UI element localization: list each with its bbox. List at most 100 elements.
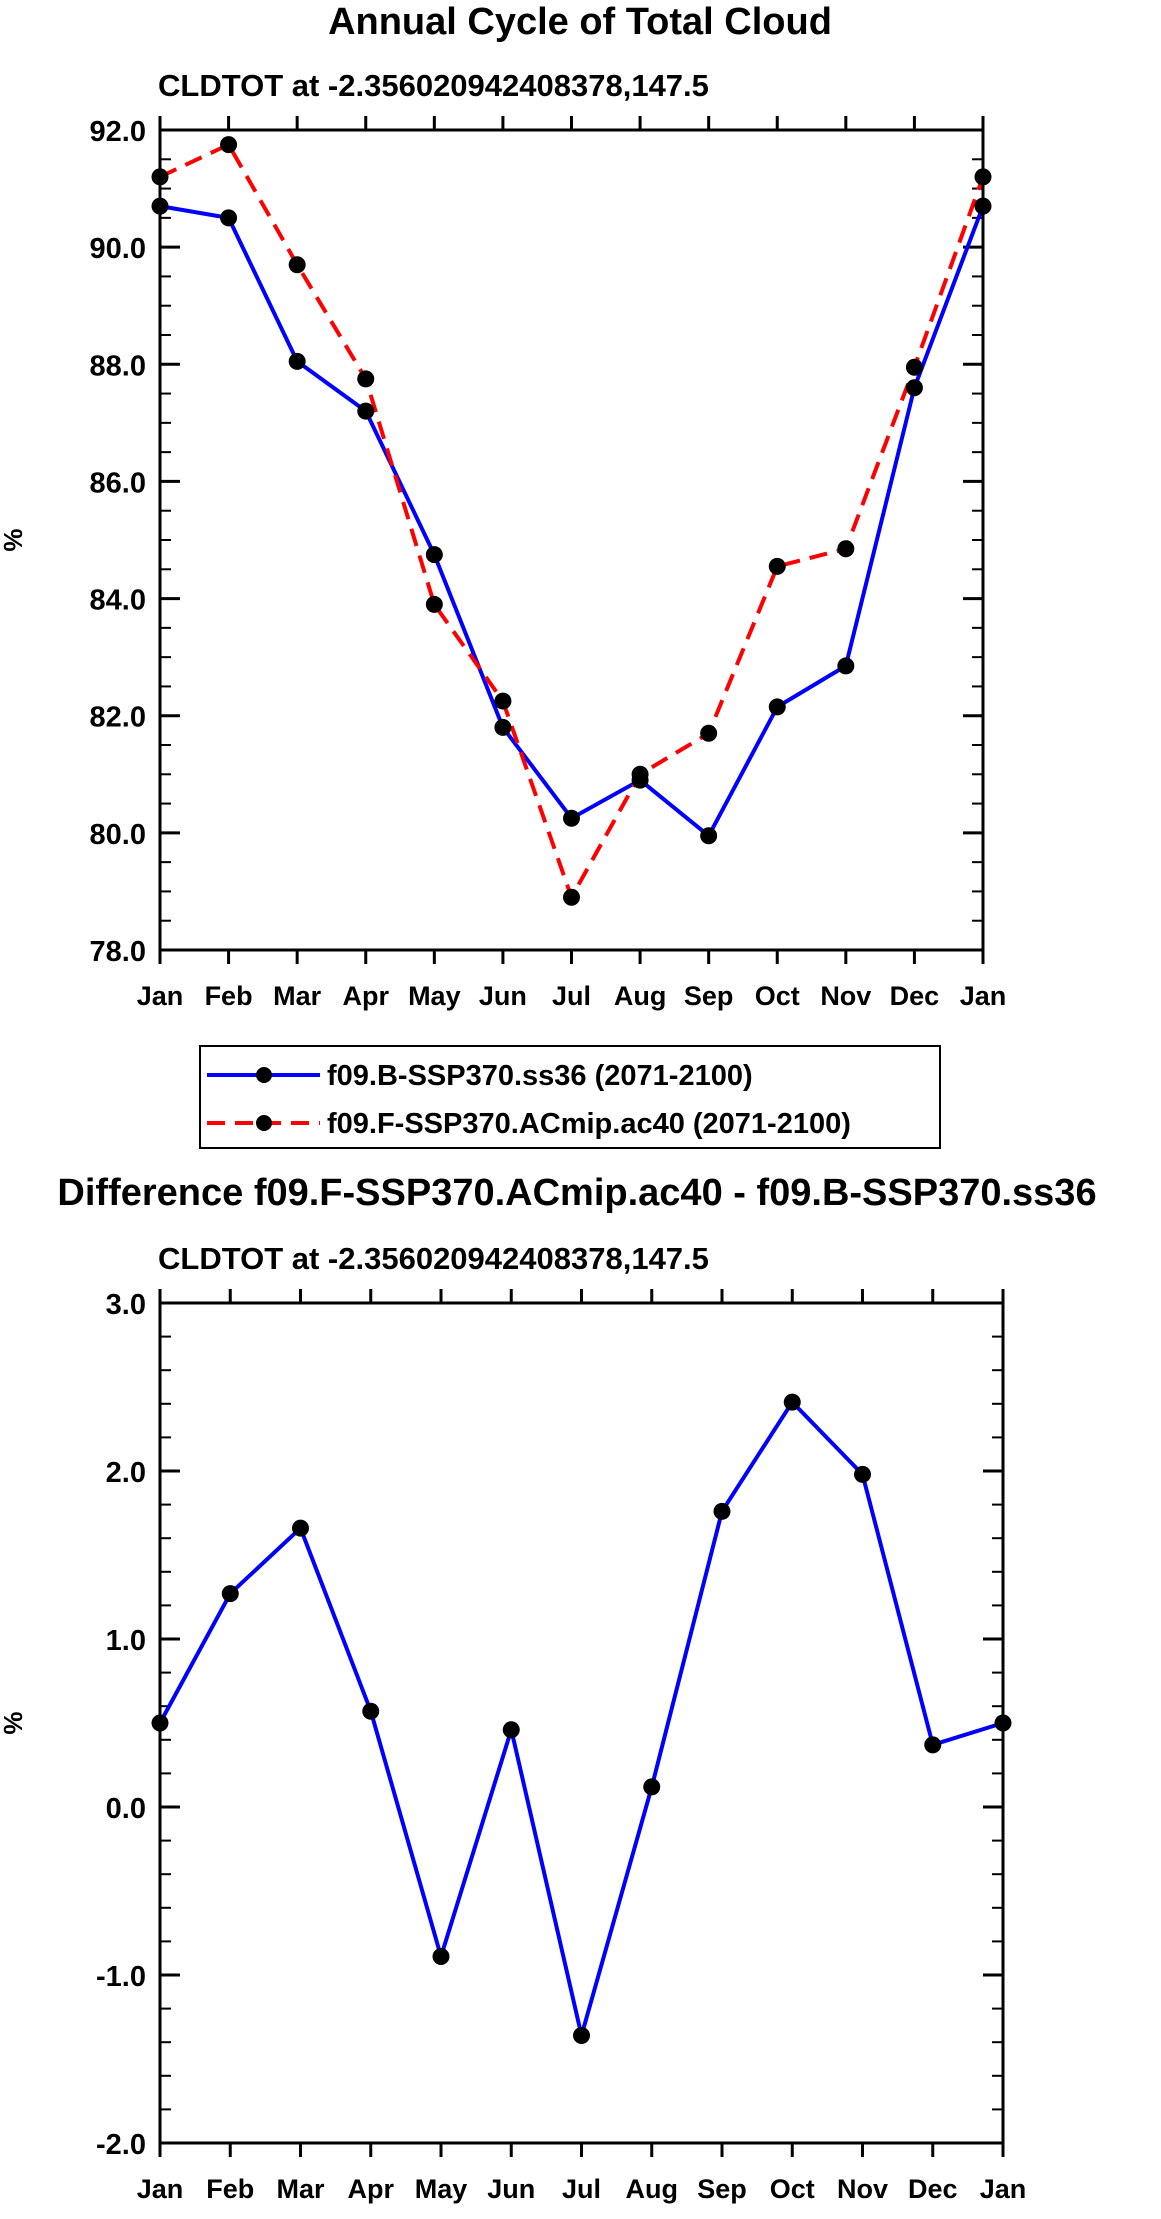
chart-subtitle: CLDTOT at -2.356020942408378,147.5: [158, 68, 709, 103]
y-tick-label: 84.0: [90, 585, 146, 617]
x-tick-label: Mar: [276, 2174, 325, 2204]
x-tick-label: Jan: [960, 981, 1007, 1011]
x-tick-label: Jan: [137, 981, 184, 1011]
data-point-series-1: [502, 1721, 520, 1739]
plot-frame: [158, 1301, 1005, 2145]
x-tick-label: Jun: [479, 981, 527, 1011]
y-tick-label: -1.0: [96, 1961, 146, 1993]
y-tick-label: 1.0: [106, 1625, 146, 1657]
data-point-series-1: [494, 718, 512, 736]
data-point-series-2: [494, 692, 512, 710]
data-point-series-1: [151, 1714, 169, 1732]
x-tick-label: May: [408, 981, 461, 1011]
x-tick-label: Feb: [206, 2174, 254, 2204]
x-tick-label: Aug: [626, 2174, 678, 2204]
series-layer: [151, 136, 992, 906]
data-point-series-1: [573, 2026, 590, 2044]
x-tick-label: Jul: [562, 2174, 601, 2204]
data-point-series-1: [905, 379, 923, 397]
legend-label-series-1: f09.B-SSP370.ss36 (2071-2100): [327, 1060, 753, 1092]
x-tick-label: Sep: [684, 981, 734, 1011]
data-point-series-2: [905, 358, 923, 376]
y-tick-label: 2.0: [106, 1457, 146, 1489]
data-point-series-2: [837, 540, 855, 558]
x-tick-label: Jan: [980, 2174, 1027, 2204]
chart-title: Annual Cycle of Total Cloud: [328, 1, 832, 43]
data-point-series-2: [425, 595, 443, 613]
x-tick-label: Jan: [137, 2174, 184, 2204]
x-tick-label: Aug: [614, 981, 666, 1011]
y-axis-label: %: [0, 528, 28, 551]
y-tick-label: 3.0: [106, 1289, 146, 1321]
data-point-series-1: [783, 1393, 801, 1411]
data-point-series-2: [288, 256, 306, 274]
x-tick-label: Mar: [273, 981, 322, 1011]
y-tick-labels: 78.0 80.0 82.0 84.0 86.0 88.0 90.0 92.0: [90, 116, 146, 968]
x-tick-label: Feb: [205, 981, 253, 1011]
y-tick-label: 88.0: [90, 350, 146, 382]
x-tick-label: May: [415, 2174, 468, 2204]
data-point-series-1: [994, 1714, 1012, 1732]
data-point-series-2: [974, 168, 992, 186]
data-point-series-2: [631, 765, 649, 783]
y-tick-label: 80.0: [90, 819, 146, 851]
data-point-series-1: [768, 698, 786, 716]
data-point-series-1: [837, 657, 855, 675]
y-tick-label: 0.0: [106, 1793, 146, 1825]
y-tick-labels: -2.0 -1.0 0.0 1.0 2.0 3.0: [96, 1289, 146, 2161]
chart-subtitle: CLDTOT at -2.356020942408378,147.5: [158, 1241, 709, 1276]
plot-frame: [158, 128, 985, 952]
legend-marker-series-1: [256, 1067, 272, 1083]
legend-label-series-2: f09.F-SSP370.ACmip.ac40 (2071-2100): [327, 1108, 851, 1140]
data-point-series-2: [768, 557, 786, 575]
x-tick-label: Oct: [770, 2174, 815, 2204]
axis-ticks: [158, 116, 985, 964]
data-point-series-1: [357, 402, 375, 420]
data-point-series-1: [220, 209, 238, 227]
data-point-series-1: [292, 1519, 309, 1537]
y-tick-label: 78.0: [90, 936, 146, 968]
series-layer: [151, 1393, 1012, 2044]
series-line-1: [158, 1400, 1004, 2038]
x-tick-labels: Jan Feb Mar Apr May Jun Jul Aug Sep Oct Nov Dec Jan: [137, 981, 1007, 1011]
data-point-series-1: [643, 1778, 661, 1796]
data-point-series-1: [974, 197, 992, 215]
series-line-2: [159, 142, 985, 900]
data-point-series-1: [288, 352, 306, 370]
annual-cycle-chart: Annual Cycle of Total Cloud CLDTOT at -2…: [0, 1, 1006, 1011]
data-point-series-1: [563, 809, 580, 827]
x-tick-label: Nov: [837, 2174, 888, 2204]
legend-marker-series-2: [256, 1115, 272, 1131]
data-point-series-2: [357, 370, 375, 388]
chart-title: Difference f09.F-SSP370.ACmip.ac40 - f09…: [57, 1172, 1096, 1214]
x-tick-label: Apr: [343, 981, 390, 1011]
y-tick-label: 90.0: [90, 233, 146, 265]
data-point-series-1: [924, 1736, 942, 1754]
data-point-series-1: [432, 1948, 450, 1966]
data-point-series-1: [362, 1702, 380, 1720]
y-axis-label: %: [0, 1711, 28, 1734]
x-tick-label: Apr: [348, 2174, 395, 2204]
x-tick-label: Dec: [908, 2174, 958, 2204]
x-tick-labels: Jan Feb Mar Apr May Jun Jul Aug Sep Oct Nov Dec Jan: [137, 2174, 1027, 2204]
x-tick-label: Jun: [487, 2174, 535, 2204]
legend: f09.B-SSP370.ss36 (2071-2100) f09.F-SSP3…: [199, 1045, 941, 1149]
data-point-series-1: [151, 197, 169, 215]
difference-chart: Difference f09.F-SSP370.ACmip.ac40 - f09…: [0, 1172, 1097, 2204]
y-tick-label: 92.0: [90, 116, 146, 148]
x-tick-label: Dec: [890, 981, 940, 1011]
data-point-series-1: [425, 546, 443, 564]
x-tick-label: Nov: [820, 981, 871, 1011]
data-point-series-1: [713, 1502, 731, 1520]
x-tick-label: Jul: [552, 981, 591, 1011]
data-point-series-2: [700, 724, 718, 742]
data-point-series-2: [151, 168, 169, 186]
x-tick-label: Oct: [755, 981, 800, 1011]
data-point-series-1: [854, 1465, 871, 1483]
y-tick-label: 82.0: [90, 702, 146, 734]
legend-box: [199, 1045, 941, 1149]
data-point-series-2: [563, 888, 580, 906]
data-point-series-1: [700, 827, 718, 845]
y-tick-label: -2.0: [96, 2129, 146, 2161]
